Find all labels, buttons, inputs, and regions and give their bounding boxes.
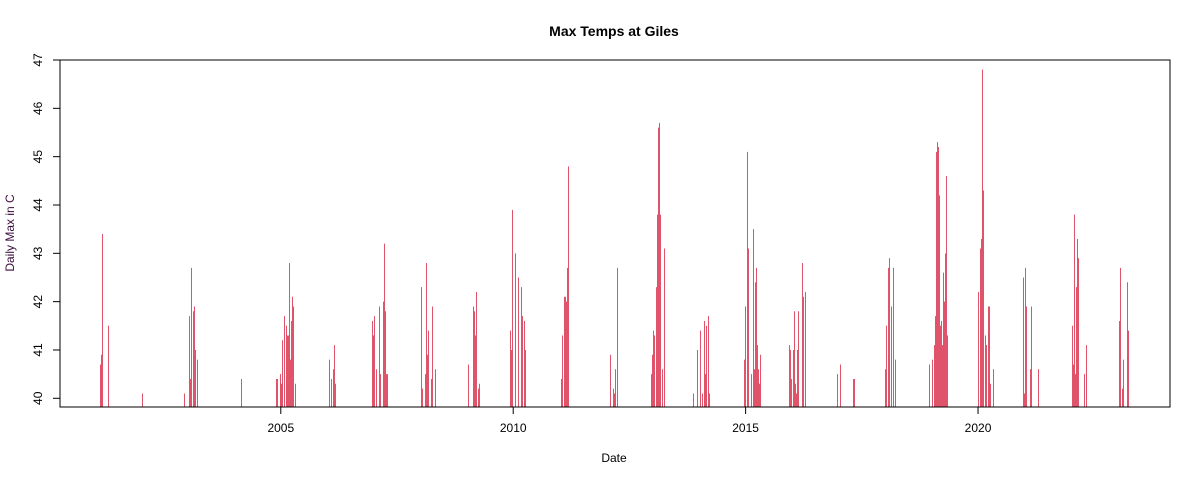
chart-title: Max Temps at Giles: [549, 23, 679, 39]
spike-series: [100, 69, 1129, 407]
y-tick-label: 44: [31, 198, 45, 212]
x-tick-label: 2010: [500, 421, 527, 435]
x-axis: 2005 2010 2015 2020: [267, 406, 992, 435]
x-tick-label: 2020: [965, 421, 992, 435]
y-tick-label: 41: [31, 343, 45, 357]
x-axis-label: Date: [601, 451, 627, 465]
y-tick-label: 43: [31, 246, 45, 260]
x-tick-label: 2005: [267, 421, 294, 435]
y-tick-label: 46: [31, 101, 45, 115]
plot-frame: [59, 59, 1171, 408]
y-tick-label: 40: [31, 391, 45, 405]
y-tick-label: 47: [31, 53, 45, 67]
y-axis-label: Daily Max in C: [3, 194, 17, 272]
y-tick-label: 45: [31, 150, 45, 164]
x-tick-label: 2015: [732, 421, 759, 435]
y-axis: 40 41 42 43 44 45 46 47: [31, 53, 61, 405]
y-tick-label: 42: [31, 295, 45, 309]
